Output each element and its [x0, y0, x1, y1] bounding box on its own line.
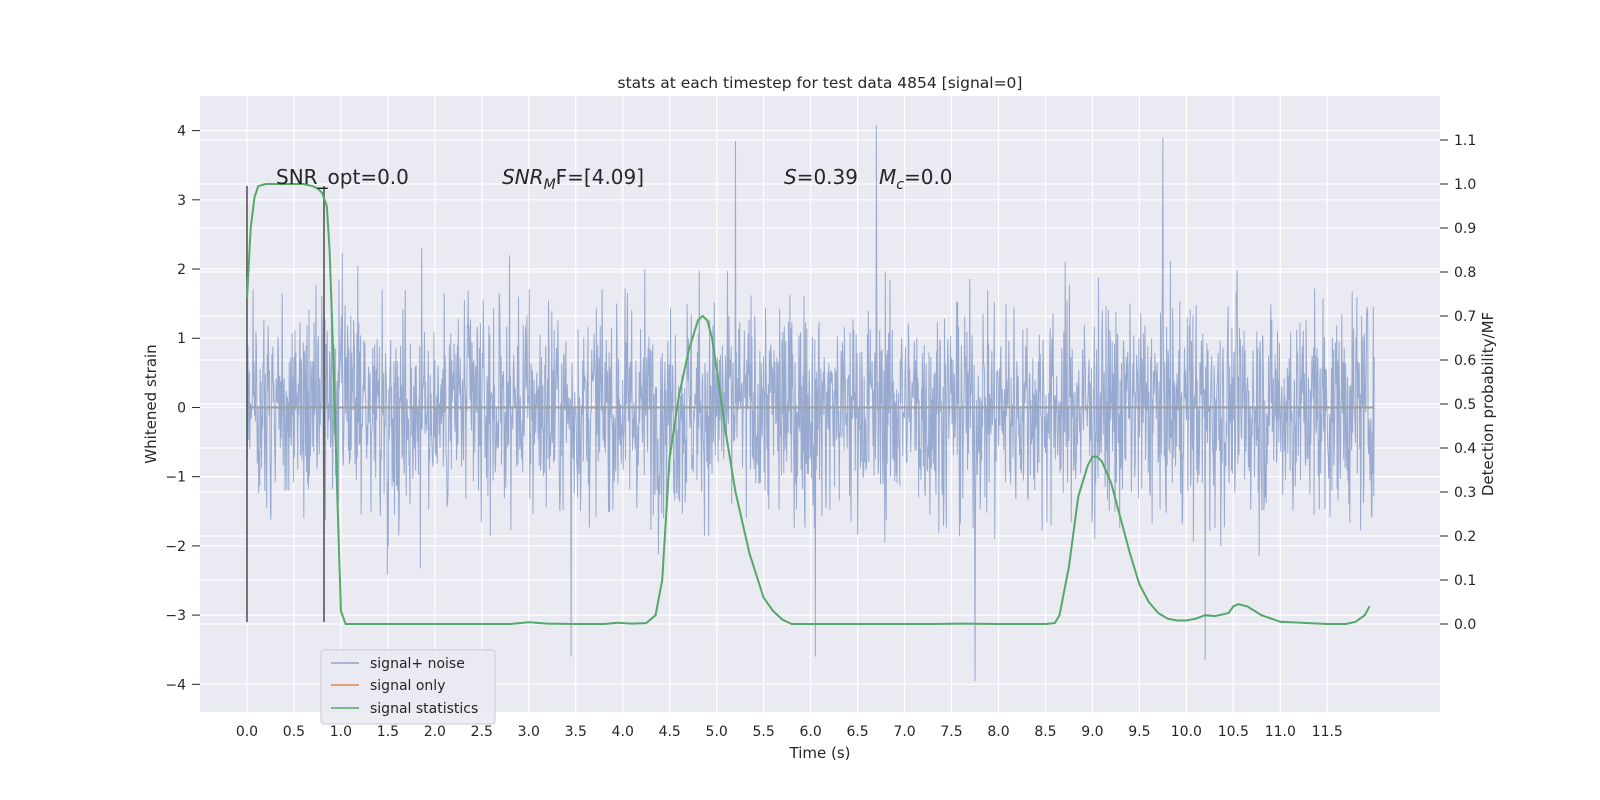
signal-statistics-line — [246, 183, 1371, 625]
legend-label-signal-statistics: signal statistics — [370, 701, 478, 717]
y-right-tick-label: 0.6 — [1454, 353, 1476, 369]
x-tick-label: 2.5 — [471, 724, 493, 740]
legend-label-signal-only: signal only — [370, 678, 445, 694]
snr-mf-base: SNR — [502, 165, 544, 189]
mc-sub: c — [896, 177, 904, 193]
y-left-tick-label: −2 — [165, 539, 186, 555]
y-right-tick-label: 0.4 — [1454, 441, 1476, 457]
s-var: S — [784, 165, 797, 189]
y-right-tick-label: 0.8 — [1454, 265, 1476, 281]
x-tick-label: 7.0 — [893, 724, 915, 740]
mc-value: =0.0 — [904, 165, 953, 189]
x-tick-label: 6.0 — [799, 724, 821, 740]
x-tick-label: 10.0 — [1171, 724, 1202, 740]
y-axis-left-label: Whitened strain — [142, 344, 160, 463]
y-axis-right-label: Detection probability/MF — [1479, 312, 1497, 496]
snr-mf-rest: F=[4.09] — [556, 165, 644, 189]
legend: signal+ noise signal only signal statist… — [320, 649, 496, 725]
x-tick-label: 8.0 — [987, 724, 1009, 740]
snr-mf-sub: M — [544, 177, 556, 193]
y-left-tick-label: 2 — [177, 262, 186, 278]
y-right-tick-label: 0.3 — [1454, 485, 1476, 501]
y-right-tick-label: 1.1 — [1454, 133, 1476, 149]
event-markers — [246, 185, 325, 623]
series-signal-noise — [246, 125, 1375, 681]
annotation-s: S=0.39 — [784, 165, 858, 189]
x-axis-label: Time (s) — [789, 744, 851, 762]
y-right-tick-label: 0.2 — [1454, 529, 1476, 545]
y-left-tick-label: −3 — [165, 608, 186, 624]
legend-label-signal-noise: signal+ noise — [370, 656, 465, 672]
x-tick-label: 11.5 — [1312, 724, 1343, 740]
signal-noise-line — [246, 125, 1375, 681]
annotation-mc: Mc=0.0 — [879, 165, 953, 193]
series-signal-statistics — [246, 183, 1371, 625]
y-left-tick-label: 0 — [177, 400, 186, 416]
annotation-snr-opt: SNR_opt=0.0 — [276, 165, 409, 189]
annotation-snr-mf: SNRMF=[4.09] — [502, 165, 644, 193]
y-right-tick-label: 0.7 — [1454, 309, 1476, 325]
mc-var: M — [879, 165, 896, 189]
x-tick-label: 10.5 — [1218, 724, 1249, 740]
x-tick-label: 6.5 — [846, 724, 868, 740]
x-tick-label: 5.0 — [706, 724, 728, 740]
x-tick-label: 11.0 — [1265, 724, 1296, 740]
y-left-tick-label: 4 — [177, 124, 186, 140]
x-tick-label: 8.5 — [1034, 724, 1056, 740]
x-tick-label: 2.0 — [424, 724, 446, 740]
x-tick-label: 9.5 — [1128, 724, 1150, 740]
y-axis-right-ticks: 1.1 1.0 0.9 0.8 0.7 0.6 0.5 0.4 0.3 0.2 0.1 0.0 — [1440, 133, 1476, 633]
x-tick-label: 3.5 — [565, 724, 587, 740]
y-left-tick-label: −4 — [165, 677, 186, 693]
x-tick-label: 4.0 — [612, 724, 634, 740]
y-left-tick-label: −1 — [165, 470, 186, 486]
y-right-tick-label: 0.5 — [1454, 397, 1476, 413]
x-tick-label: 5.5 — [753, 724, 775, 740]
s-value: =0.39 — [797, 165, 858, 189]
x-tick-label: 0.5 — [283, 724, 305, 740]
y-left-tick-label: 3 — [177, 193, 186, 209]
y-right-tick-label: 0.9 — [1454, 221, 1476, 237]
x-tick-label: 7.5 — [940, 724, 962, 740]
y-left-tick-label: 1 — [177, 331, 186, 347]
y-axis-left-ticks: 4 3 2 1 0 −1 −2 −3 −4 — [165, 124, 200, 693]
x-tick-label: 3.0 — [518, 724, 540, 740]
y-right-tick-label: 0.0 — [1454, 617, 1476, 633]
x-tick-label: 4.5 — [659, 724, 681, 740]
y-right-tick-label: 0.1 — [1454, 573, 1476, 589]
chart-title: stats at each timestep for test data 485… — [618, 74, 1023, 92]
x-tick-label: 0.0 — [236, 724, 258, 740]
x-tick-label: 1.5 — [377, 724, 399, 740]
x-tick-label: 9.0 — [1081, 724, 1103, 740]
y-right-tick-label: 1.0 — [1454, 177, 1476, 193]
x-tick-label: 1.0 — [330, 724, 352, 740]
x-axis-ticks: 0.0 0.5 1.0 1.5 2.0 2.5 3.0 3.5 4.0 4.5 5.0 5.5 6.0 6… — [236, 724, 1343, 740]
legend-box — [320, 649, 496, 725]
